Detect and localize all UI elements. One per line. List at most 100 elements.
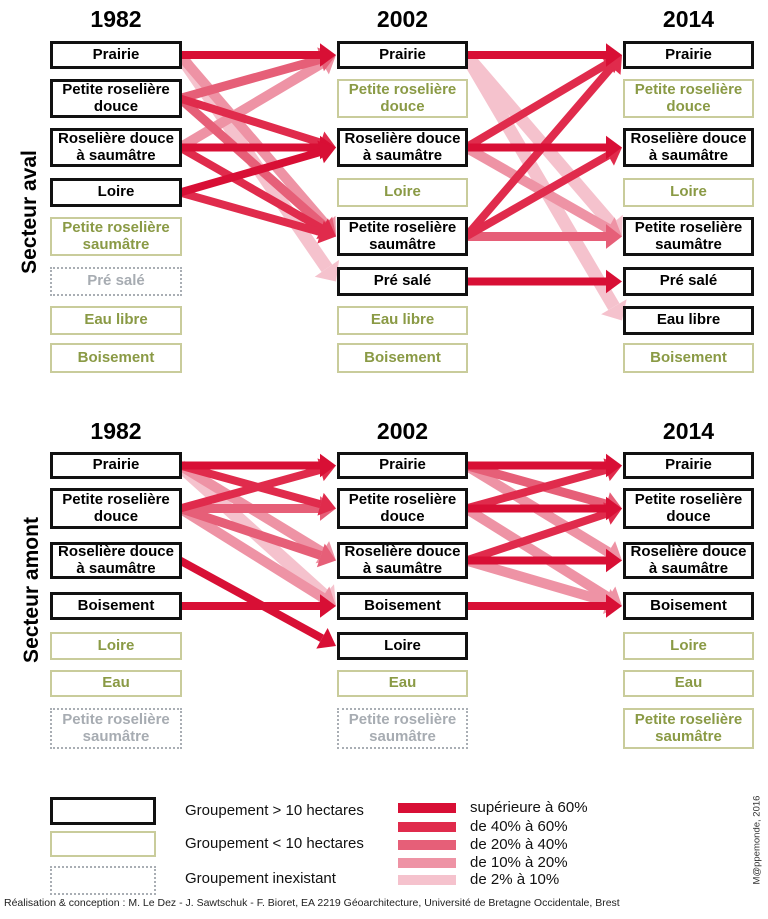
- year-header-amont-2014: 2014: [662, 418, 715, 444]
- flow-arrow-line: [178, 54, 322, 103]
- node-box: Petite roselière saumâtre: [50, 708, 182, 749]
- node-box: Roselière douce à saumâtre: [623, 128, 754, 167]
- node-box: Petite roselière douce: [337, 488, 468, 529]
- legend-flow-swatch-2-10: [398, 875, 456, 885]
- node-box: Boisement: [623, 592, 754, 620]
- legend-flow-swatch-40-60: [398, 822, 456, 832]
- node-box: Prairie: [50, 41, 182, 69]
- node-box: Eau: [623, 670, 754, 697]
- node-box: Eau libre: [623, 306, 754, 335]
- legend-flow-label-40-60: de 40% à 60%: [470, 818, 568, 835]
- flow-arrow-line: [463, 143, 611, 233]
- node-box: Boisement: [337, 592, 468, 620]
- legend-flow-swatch-sup60: [398, 803, 456, 813]
- year-header-amont-1982: 1982: [90, 418, 142, 444]
- flow-arrow-head: [606, 594, 622, 618]
- node-box: Loire: [50, 632, 182, 660]
- legend-label-minor: Groupement < 10 hectares: [185, 835, 364, 852]
- node-box: Petite roselière douce: [50, 488, 182, 529]
- flow-arrow-head: [317, 140, 336, 164]
- legend-swatch-absent: [50, 866, 156, 895]
- node-box: Eau: [337, 670, 468, 697]
- flow-arrow-head: [316, 627, 336, 649]
- node-box: Petite roselière douce: [337, 79, 468, 118]
- node-box: Boisement: [623, 343, 754, 373]
- flow-arrow-head: [316, 543, 336, 568]
- node-box: Roselière douce à saumâtre: [50, 128, 182, 167]
- node-box: Pré salé: [623, 267, 754, 296]
- sector-label-amont: Secteur amont: [20, 517, 43, 663]
- node-box: Petite roselière saumâtre: [337, 217, 468, 256]
- flow-arrow-line: [462, 64, 615, 240]
- year-header-aval-2002: 2002: [376, 6, 429, 32]
- flow-arrow-line: [464, 555, 609, 607]
- node-box: Petite roselière douce: [623, 79, 754, 118]
- flow-arrow-line: [464, 461, 608, 509]
- flow-arrow-line: [178, 556, 324, 642]
- flow-arrow-line: [464, 465, 608, 513]
- node-box: Loire: [623, 178, 754, 207]
- node-box: Prairie: [623, 41, 754, 69]
- flow-arrow-head: [606, 135, 622, 160]
- sector-label-aval: Secteur aval: [18, 150, 41, 274]
- node-box: Petite roselière saumâtre: [50, 217, 182, 256]
- flow-arrow-head: [320, 594, 336, 618]
- flow-arrow-head: [320, 453, 336, 478]
- node-box: Roselière douce à saumâtre: [50, 542, 182, 579]
- legend-flow-label-2-10: de 2% à 10%: [470, 871, 560, 888]
- flow-arrow-head: [606, 43, 622, 67]
- node-box: Prairie: [50, 452, 182, 479]
- legend-flow-swatch-20-40: [398, 840, 456, 850]
- flow-arrow-line: [178, 504, 323, 560]
- flow-arrow-head: [606, 496, 622, 521]
- flow-arrow-line: [178, 94, 322, 147]
- legend-flow-label-20-40: de 20% à 40%: [470, 836, 568, 853]
- year-header-aval-1982: 1982: [90, 6, 142, 32]
- flow-arrow-head: [320, 43, 336, 67]
- node-box: Eau: [50, 670, 182, 697]
- node-box: Loire: [337, 178, 468, 207]
- flow-arrow-line: [464, 509, 609, 565]
- node-box: Pré salé: [337, 267, 468, 296]
- node-box: Petite roselière douce: [50, 79, 182, 118]
- flow-arrow-line: [178, 188, 322, 237]
- legend-flow-label-10-20: de 10% à 20%: [470, 854, 568, 871]
- node-box: Loire: [623, 632, 754, 660]
- legend-label-major: Groupement > 10 hectares: [185, 802, 364, 819]
- node-box: Prairie: [623, 452, 754, 479]
- node-box: Boisement: [337, 343, 468, 373]
- node-box: Pré salé: [50, 267, 182, 296]
- flow-arrow-line: [461, 50, 617, 229]
- flow-arrow-head: [314, 259, 340, 282]
- node-box: Loire: [337, 632, 468, 660]
- flow-arrow-head: [317, 492, 336, 516]
- flow-arrow-line: [178, 148, 322, 197]
- flow-arrow-line: [177, 95, 327, 230]
- flow-arrow-head: [606, 453, 622, 478]
- attribution-vertical: M@ppemonde, 2016: [751, 795, 763, 885]
- node-box: Prairie: [337, 452, 468, 479]
- node-box: Petite roselière saumâtre: [337, 708, 468, 749]
- flow-arrow-line: [463, 504, 612, 602]
- legend-swatch-minor: [50, 831, 156, 857]
- node-box: Roselière douce à saumâtre: [623, 542, 754, 579]
- node-box: Boisement: [50, 592, 182, 620]
- node-box: Roselière douce à saumâtre: [337, 128, 468, 167]
- flow-arrow-line: [176, 51, 330, 228]
- flow-arrow-line: [178, 461, 322, 509]
- node-box: Eau libre: [337, 306, 468, 335]
- legend-label-absent: Groupement inexistant: [185, 870, 336, 887]
- node-box: Eau libre: [50, 306, 182, 335]
- credit-line: Réalisation & conception : M. Le Dez - J…: [4, 897, 620, 909]
- flow-arrow-line: [177, 58, 325, 152]
- flow-arrow-line: [178, 144, 325, 233]
- year-header-aval-2014: 2014: [662, 6, 715, 32]
- legend-swatch-major: [50, 797, 156, 825]
- node-box: Petite roselière douce: [623, 488, 754, 529]
- flow-arrow-head: [606, 224, 622, 249]
- flow-arrow-head: [601, 299, 627, 321]
- legend-flow-swatch-10-20: [398, 858, 456, 868]
- flow-arrow-line: [460, 51, 620, 310]
